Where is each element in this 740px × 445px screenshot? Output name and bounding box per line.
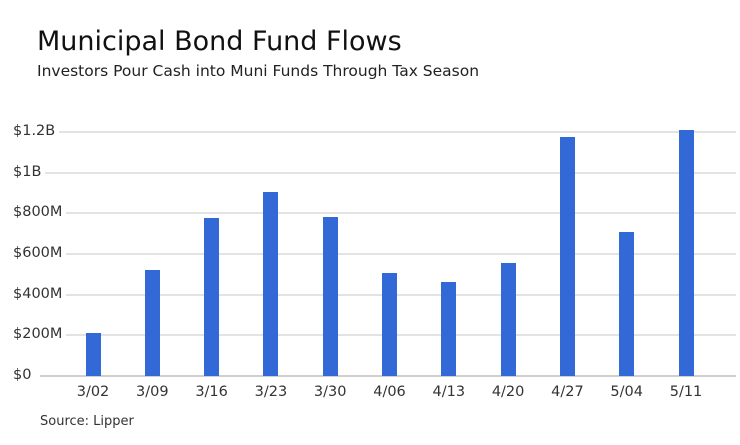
chart-title: Municipal Bond Fund Flows — [37, 26, 402, 57]
bar-4-06 — [382, 273, 397, 376]
bar-3-23 — [263, 192, 279, 376]
x-axis-tick-label: 4/20 — [491, 384, 525, 400]
y-axis-tick-label: $0 — [13, 366, 36, 384]
y-axis-tick-label: $1B — [13, 162, 46, 181]
bar-3-30 — [322, 216, 338, 376]
bar-3-02 — [85, 332, 101, 376]
gridline — [40, 131, 736, 133]
bar-5-04 — [619, 232, 635, 376]
bar-3-09 — [144, 270, 160, 376]
x-axis-tick-label: 4/06 — [373, 384, 406, 400]
x-axis-tick-label: 4/13 — [432, 384, 466, 400]
y-axis-tick-label: $200M — [13, 325, 67, 344]
y-axis-tick-label: $1.2B — [13, 122, 60, 140]
y-axis-tick-label: $400M — [13, 284, 67, 303]
gridline — [40, 171, 736, 174]
y-axis-tick-label: $800M — [13, 203, 67, 222]
x-axis-tick-label: 3/02 — [76, 384, 110, 400]
x-axis-tick-label: 3/23 — [254, 384, 288, 400]
x-axis-tick-label: 4/27 — [551, 384, 584, 400]
x-axis-tick-label: 3/09 — [136, 384, 169, 400]
bar-4-20 — [500, 262, 516, 376]
bar-4-13 — [441, 282, 457, 376]
gridline — [40, 253, 736, 255]
gridline — [40, 212, 736, 215]
x-axis-tick-label: 3/16 — [195, 384, 228, 400]
x-axis-tick-label: 5/11 — [669, 384, 703, 400]
bar-5-11 — [678, 129, 694, 376]
bar-3-16 — [204, 217, 220, 376]
y-axis-tick-label: $600M — [13, 244, 67, 262]
x-axis-tick-label: 5/04 — [610, 384, 643, 400]
gridline — [40, 375, 736, 377]
bar-4-27 — [559, 137, 575, 376]
x-axis-tick-label: 3/30 — [313, 384, 347, 400]
source-note: Source: Lipper — [40, 414, 134, 429]
chart-subtitle: Investors Pour Cash into Muni Funds Thro… — [37, 62, 480, 80]
